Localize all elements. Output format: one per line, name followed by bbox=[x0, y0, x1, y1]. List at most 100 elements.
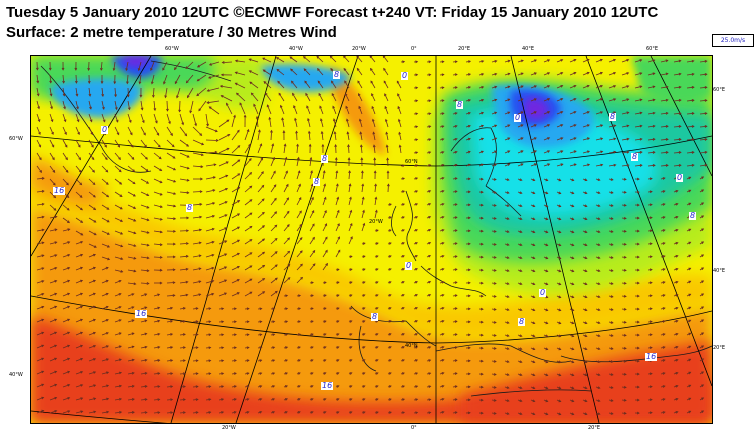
wind-arrow-head bbox=[163, 81, 166, 85]
wind-arrow-head bbox=[547, 85, 551, 88]
wind-arrow bbox=[345, 106, 350, 115]
wind-arrow-head bbox=[520, 137, 524, 140]
wind-arrow-head bbox=[467, 203, 471, 207]
wind-arrow bbox=[253, 104, 259, 115]
wind-arrow bbox=[62, 100, 66, 109]
wind-arrow-head bbox=[441, 281, 445, 284]
wind-arrow-head bbox=[388, 307, 392, 310]
wind-arrow bbox=[244, 158, 252, 167]
wind-arrow bbox=[373, 132, 376, 141]
wind-arrow-head bbox=[287, 263, 291, 267]
wind-arrow bbox=[88, 191, 96, 198]
wind-arrow bbox=[322, 223, 327, 232]
wind-arrow-head bbox=[41, 383, 45, 387]
wind-arrow bbox=[192, 242, 202, 245]
isotherm-label: 8 bbox=[313, 177, 321, 186]
wind-arrow-head bbox=[237, 200, 241, 203]
wind-arrow-head bbox=[441, 229, 445, 232]
wind-arrow bbox=[309, 157, 312, 167]
wind-arrow bbox=[140, 282, 149, 284]
wind-arrow-head bbox=[639, 164, 643, 167]
wind-arrow-head bbox=[675, 215, 679, 219]
wind-arrow bbox=[49, 191, 56, 198]
wind-arrow bbox=[166, 126, 173, 136]
wind-arrow-head bbox=[688, 241, 692, 245]
wind-arrow-head bbox=[688, 410, 692, 414]
wind-arrow bbox=[153, 256, 163, 258]
wind-arrow-head bbox=[323, 281, 327, 285]
wind-arrow-head bbox=[104, 157, 108, 161]
wind-arrow-head bbox=[233, 320, 237, 324]
wind-arrow-head bbox=[506, 308, 510, 311]
wind-arrow-head bbox=[388, 398, 392, 401]
wind-arrow bbox=[634, 151, 642, 154]
wind-arrow bbox=[36, 242, 44, 245]
wind-arrow-head bbox=[227, 134, 231, 137]
wind-arrow-head bbox=[532, 386, 536, 390]
wind-arrow-head bbox=[597, 204, 601, 207]
wind-arrow bbox=[387, 184, 389, 193]
wind-arrow-head bbox=[415, 333, 418, 336]
wind-arrow bbox=[283, 197, 289, 206]
wind-arrow bbox=[140, 320, 147, 323]
wind-arrow-head bbox=[547, 98, 551, 101]
wind-arrow-head bbox=[186, 178, 190, 182]
wind-arrow-head bbox=[41, 396, 45, 400]
wind-arrow-head bbox=[401, 229, 405, 232]
wind-arrow-head bbox=[273, 170, 276, 174]
wind-arrow-head bbox=[67, 397, 71, 400]
wind-arrow-head bbox=[675, 254, 679, 258]
wind-arrow-head bbox=[113, 81, 117, 85]
wind-arrow-head bbox=[52, 182, 56, 186]
wind-arrow-head bbox=[519, 178, 523, 181]
wind-arrow bbox=[218, 119, 230, 128]
wind-arrow bbox=[309, 223, 315, 232]
left-axis-label: 40°W bbox=[9, 372, 23, 378]
wind-arrow-head bbox=[195, 346, 199, 350]
wind-arrow-head bbox=[130, 144, 134, 148]
wind-arrow-head bbox=[507, 137, 511, 141]
wind-arrow-head bbox=[118, 157, 121, 161]
wind-arrow bbox=[369, 56, 376, 63]
wind-arrow-head bbox=[597, 386, 601, 389]
wind-arrow-head bbox=[480, 294, 484, 298]
wind-arrow bbox=[569, 150, 577, 154]
wind-arrow-head bbox=[520, 98, 524, 101]
wind-arrow-head bbox=[54, 396, 58, 400]
wind-arrow bbox=[179, 307, 186, 310]
wind-arrow bbox=[189, 100, 194, 113]
wind-arrow-head bbox=[610, 178, 614, 181]
wind-arrow bbox=[88, 319, 96, 323]
wind-arrow-head bbox=[675, 306, 679, 310]
coastline bbox=[405, 190, 417, 262]
wind-arrow-head bbox=[185, 293, 189, 297]
wind-arrow-head bbox=[402, 60, 406, 64]
wind-arrow-head bbox=[428, 359, 432, 362]
wind-arrow bbox=[263, 81, 272, 89]
wind-arrow bbox=[322, 210, 327, 219]
wind-arrow bbox=[290, 68, 298, 76]
wind-arrow-head bbox=[35, 67, 39, 71]
wind-arrow-head bbox=[636, 359, 640, 363]
wind-arrow bbox=[660, 112, 668, 115]
wind-arrow bbox=[345, 93, 350, 102]
wind-arrow-head bbox=[675, 189, 679, 193]
wind-arrow bbox=[205, 241, 215, 245]
wind-arrow-head bbox=[173, 204, 177, 208]
wind-arrow bbox=[608, 59, 616, 63]
wind-arrow bbox=[244, 185, 252, 193]
wind-arrow-head bbox=[675, 202, 679, 206]
coastline bbox=[391, 205, 397, 237]
wind-arrow-head bbox=[481, 60, 485, 63]
wind-arrow bbox=[673, 73, 681, 76]
wind-arrow-head bbox=[375, 294, 379, 297]
wind-arrow bbox=[140, 372, 147, 375]
wind-arrow-head bbox=[246, 307, 250, 311]
wind-arrow-head bbox=[480, 281, 484, 285]
wind-arrow bbox=[244, 291, 252, 297]
wind-arrow bbox=[153, 139, 161, 148]
wind-arrow bbox=[114, 165, 122, 172]
top-axis-label: 20°W bbox=[352, 46, 366, 52]
wind-arrow-head bbox=[308, 143, 312, 147]
wind-arrow-head bbox=[639, 72, 643, 75]
